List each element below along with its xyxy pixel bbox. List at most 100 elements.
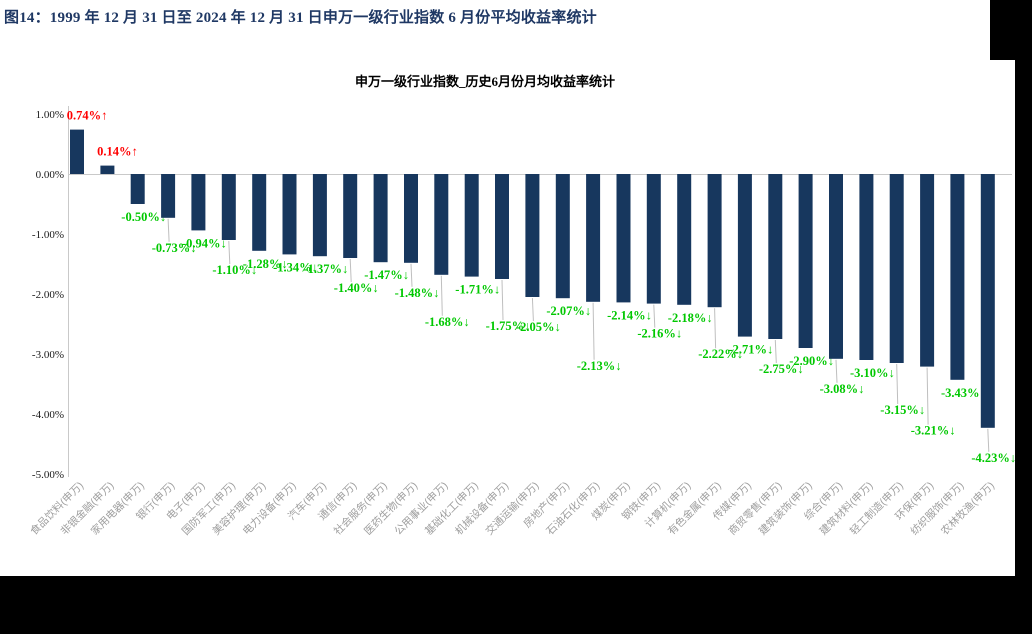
bar-value-label: -2.22%↓ bbox=[698, 347, 743, 361]
leader-line bbox=[592, 302, 595, 360]
leader-line bbox=[440, 275, 443, 316]
bar-value-label: -1.37%↓ bbox=[304, 262, 349, 276]
bar bbox=[525, 174, 540, 297]
bar bbox=[343, 174, 358, 258]
bar-value-label: -1.71%↓ bbox=[455, 283, 500, 297]
bar bbox=[70, 129, 84, 174]
bar-value-label: -0.50%↓ bbox=[121, 210, 166, 224]
bar bbox=[252, 174, 267, 251]
bar-value-label: -4.23%↓ bbox=[971, 451, 1016, 465]
bar bbox=[495, 174, 509, 279]
category-label: 国防军工(申万) bbox=[179, 479, 238, 538]
bar-value-label: -1.68%↓ bbox=[425, 315, 470, 329]
category-label: 建筑材料(申万) bbox=[817, 479, 876, 538]
y-tick-label: -2.00% bbox=[32, 289, 64, 301]
bar bbox=[282, 174, 297, 255]
bar-value-label: -1.40%↓ bbox=[334, 281, 379, 295]
category-label: 家用电器(申万) bbox=[88, 479, 147, 538]
bar bbox=[646, 174, 661, 304]
bar bbox=[616, 174, 631, 303]
bar-value-label: 0.74%↑ bbox=[67, 109, 108, 123]
bar bbox=[677, 174, 692, 305]
bar-value-label: 0.14%↑ bbox=[97, 145, 138, 159]
bar-value-label: -3.43%↓ bbox=[941, 386, 986, 400]
bar-value-label: -0.73%↓ bbox=[152, 241, 197, 255]
bar bbox=[950, 174, 965, 380]
y-tick-label: -4.00% bbox=[32, 409, 64, 421]
bar bbox=[191, 174, 206, 231]
bar bbox=[920, 174, 935, 367]
category-label: 有色金属(申万) bbox=[665, 479, 724, 538]
bar bbox=[859, 174, 874, 360]
leader-line bbox=[835, 359, 838, 383]
category-label: 机械设备(申万) bbox=[452, 479, 511, 538]
bar-value-label: -2.90%↓ bbox=[789, 354, 834, 368]
bar-value-label: -1.28%↓ bbox=[243, 257, 288, 271]
bar bbox=[130, 174, 145, 204]
chart-background bbox=[0, 60, 1015, 576]
bar bbox=[312, 174, 327, 257]
bar bbox=[798, 174, 813, 348]
y-tick-label: 0.00% bbox=[36, 169, 64, 181]
leader-line bbox=[349, 258, 352, 283]
bar-value-label: -2.75%↓ bbox=[759, 362, 804, 376]
y-tick-label: -5.00% bbox=[32, 469, 64, 481]
bar bbox=[100, 165, 115, 174]
bar bbox=[464, 174, 479, 277]
bar bbox=[404, 174, 418, 263]
category-label: 美容护理(申万) bbox=[210, 479, 269, 538]
category-label: 轻工制造(申万) bbox=[847, 479, 906, 538]
leader-line bbox=[653, 304, 656, 328]
bar-value-label: -1.48%↓ bbox=[395, 286, 440, 300]
bar-value-label: -3.08%↓ bbox=[820, 382, 865, 396]
bar-value-label: -3.15%↓ bbox=[880, 403, 925, 417]
category-label: 基础化工(申万) bbox=[422, 479, 481, 538]
bar bbox=[586, 174, 601, 302]
title-strip-background bbox=[0, 0, 990, 60]
bar bbox=[161, 174, 176, 218]
bar-value-label: -1.75%↓ bbox=[486, 319, 531, 333]
category-label: 交通运输(申万) bbox=[483, 479, 542, 538]
category-label: 纺织服饰(申万) bbox=[908, 479, 967, 538]
bar-value-label: -2.07%↓ bbox=[546, 304, 591, 318]
category-label: 商贸零售(申万) bbox=[726, 479, 785, 538]
bar-value-label: -2.18%↓ bbox=[668, 311, 713, 325]
category-label: 社会服务(申万) bbox=[331, 479, 390, 538]
y-tick-label: -3.00% bbox=[32, 349, 64, 361]
bar-value-label: -2.71%↓ bbox=[729, 343, 774, 357]
category-label: 食品饮料(申万) bbox=[27, 479, 86, 538]
bar bbox=[829, 174, 843, 359]
bar bbox=[889, 174, 904, 363]
figure-title: 图14：1999 年 12 月 31 日至 2024 年 12 月 31 日申万… bbox=[4, 10, 597, 26]
bar-value-label: -3.10%↓ bbox=[850, 366, 895, 380]
bar-value-label: -2.14%↓ bbox=[607, 308, 652, 322]
leader-line bbox=[167, 218, 170, 242]
leader-line bbox=[714, 308, 717, 349]
bar-value-label: -1.10%↓ bbox=[212, 263, 257, 277]
bar bbox=[737, 174, 752, 337]
category-label: 石油石化(申万) bbox=[544, 479, 603, 538]
category-label: 电力设备(申万) bbox=[240, 479, 299, 538]
bar bbox=[768, 174, 783, 339]
leader-line bbox=[926, 367, 929, 425]
y-tick-label: 1.00% bbox=[36, 109, 64, 121]
leader-line bbox=[774, 339, 777, 364]
category-label: 非银金融(申万) bbox=[58, 479, 117, 538]
category-label: 医药生物(申万) bbox=[361, 479, 420, 538]
leader-line bbox=[987, 428, 990, 452]
bar-value-label: -1.34%↓ bbox=[273, 260, 318, 274]
leader-line bbox=[410, 263, 413, 287]
leader-line bbox=[896, 363, 899, 405]
bar-value-label: -1.47%↓ bbox=[364, 268, 409, 282]
y-tick-label: -1.00% bbox=[32, 229, 64, 241]
bar bbox=[555, 174, 570, 299]
bar bbox=[221, 174, 236, 240]
bar bbox=[707, 174, 722, 308]
category-label: 建筑装饰(申万) bbox=[756, 479, 815, 538]
bar bbox=[434, 174, 449, 275]
bar-value-label: -3.21%↓ bbox=[911, 424, 956, 438]
chart-title: 申万一级行业指数_历史6月份月均收益率统计 bbox=[354, 74, 615, 89]
leader-line bbox=[531, 297, 534, 322]
leader-line bbox=[228, 240, 231, 265]
